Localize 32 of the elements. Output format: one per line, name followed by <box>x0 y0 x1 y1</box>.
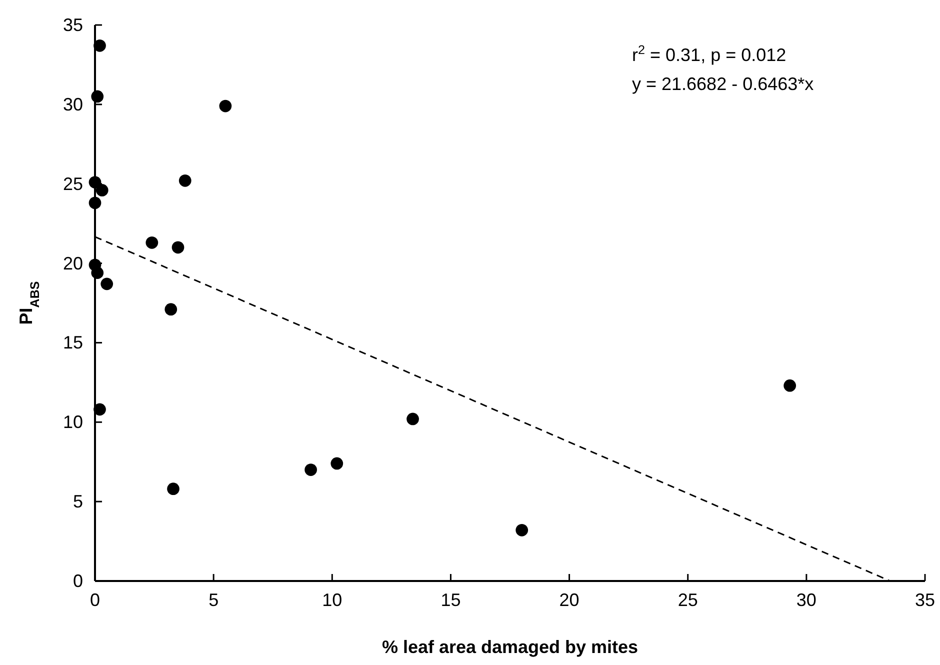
x-axis-title: % leaf area damaged by mites <box>382 637 638 657</box>
x-tick-label: 15 <box>440 590 461 610</box>
point <box>172 241 184 254</box>
y-tick-label: 20 <box>62 253 83 274</box>
annotation: y = 21.6682 - 0.6463*x <box>632 74 814 94</box>
point <box>167 482 180 496</box>
x-tick-label: 5 <box>208 590 219 610</box>
annotation: r$^{2}$ = 0.31, p = 0.012 <box>632 43 786 65</box>
point <box>784 379 796 392</box>
point <box>304 464 317 476</box>
point <box>178 174 192 187</box>
point <box>164 303 178 316</box>
x-tick-label: 30 <box>796 590 816 610</box>
point <box>100 278 114 290</box>
point <box>219 100 232 112</box>
x-tick-label: 25 <box>678 590 698 610</box>
y-tick-label: 30 <box>62 94 83 114</box>
x-tick-label: 20 <box>559 590 580 610</box>
y-tick-label: 25 <box>62 174 83 194</box>
y-tick-label: 10 <box>62 412 83 432</box>
point <box>330 457 344 470</box>
y-tick-label: 0 <box>72 571 83 591</box>
point <box>146 236 158 249</box>
point <box>96 184 108 196</box>
x-tick-label: 0 <box>90 590 100 610</box>
y-tick-label: 15 <box>62 332 83 353</box>
point <box>516 524 528 536</box>
x-tick-label: 35 <box>914 590 936 610</box>
y-tick-label: 5 <box>72 492 83 512</box>
point <box>406 412 419 426</box>
x-tick-label: 10 <box>322 590 342 610</box>
y-tick-label: 35 <box>62 15 83 35</box>
